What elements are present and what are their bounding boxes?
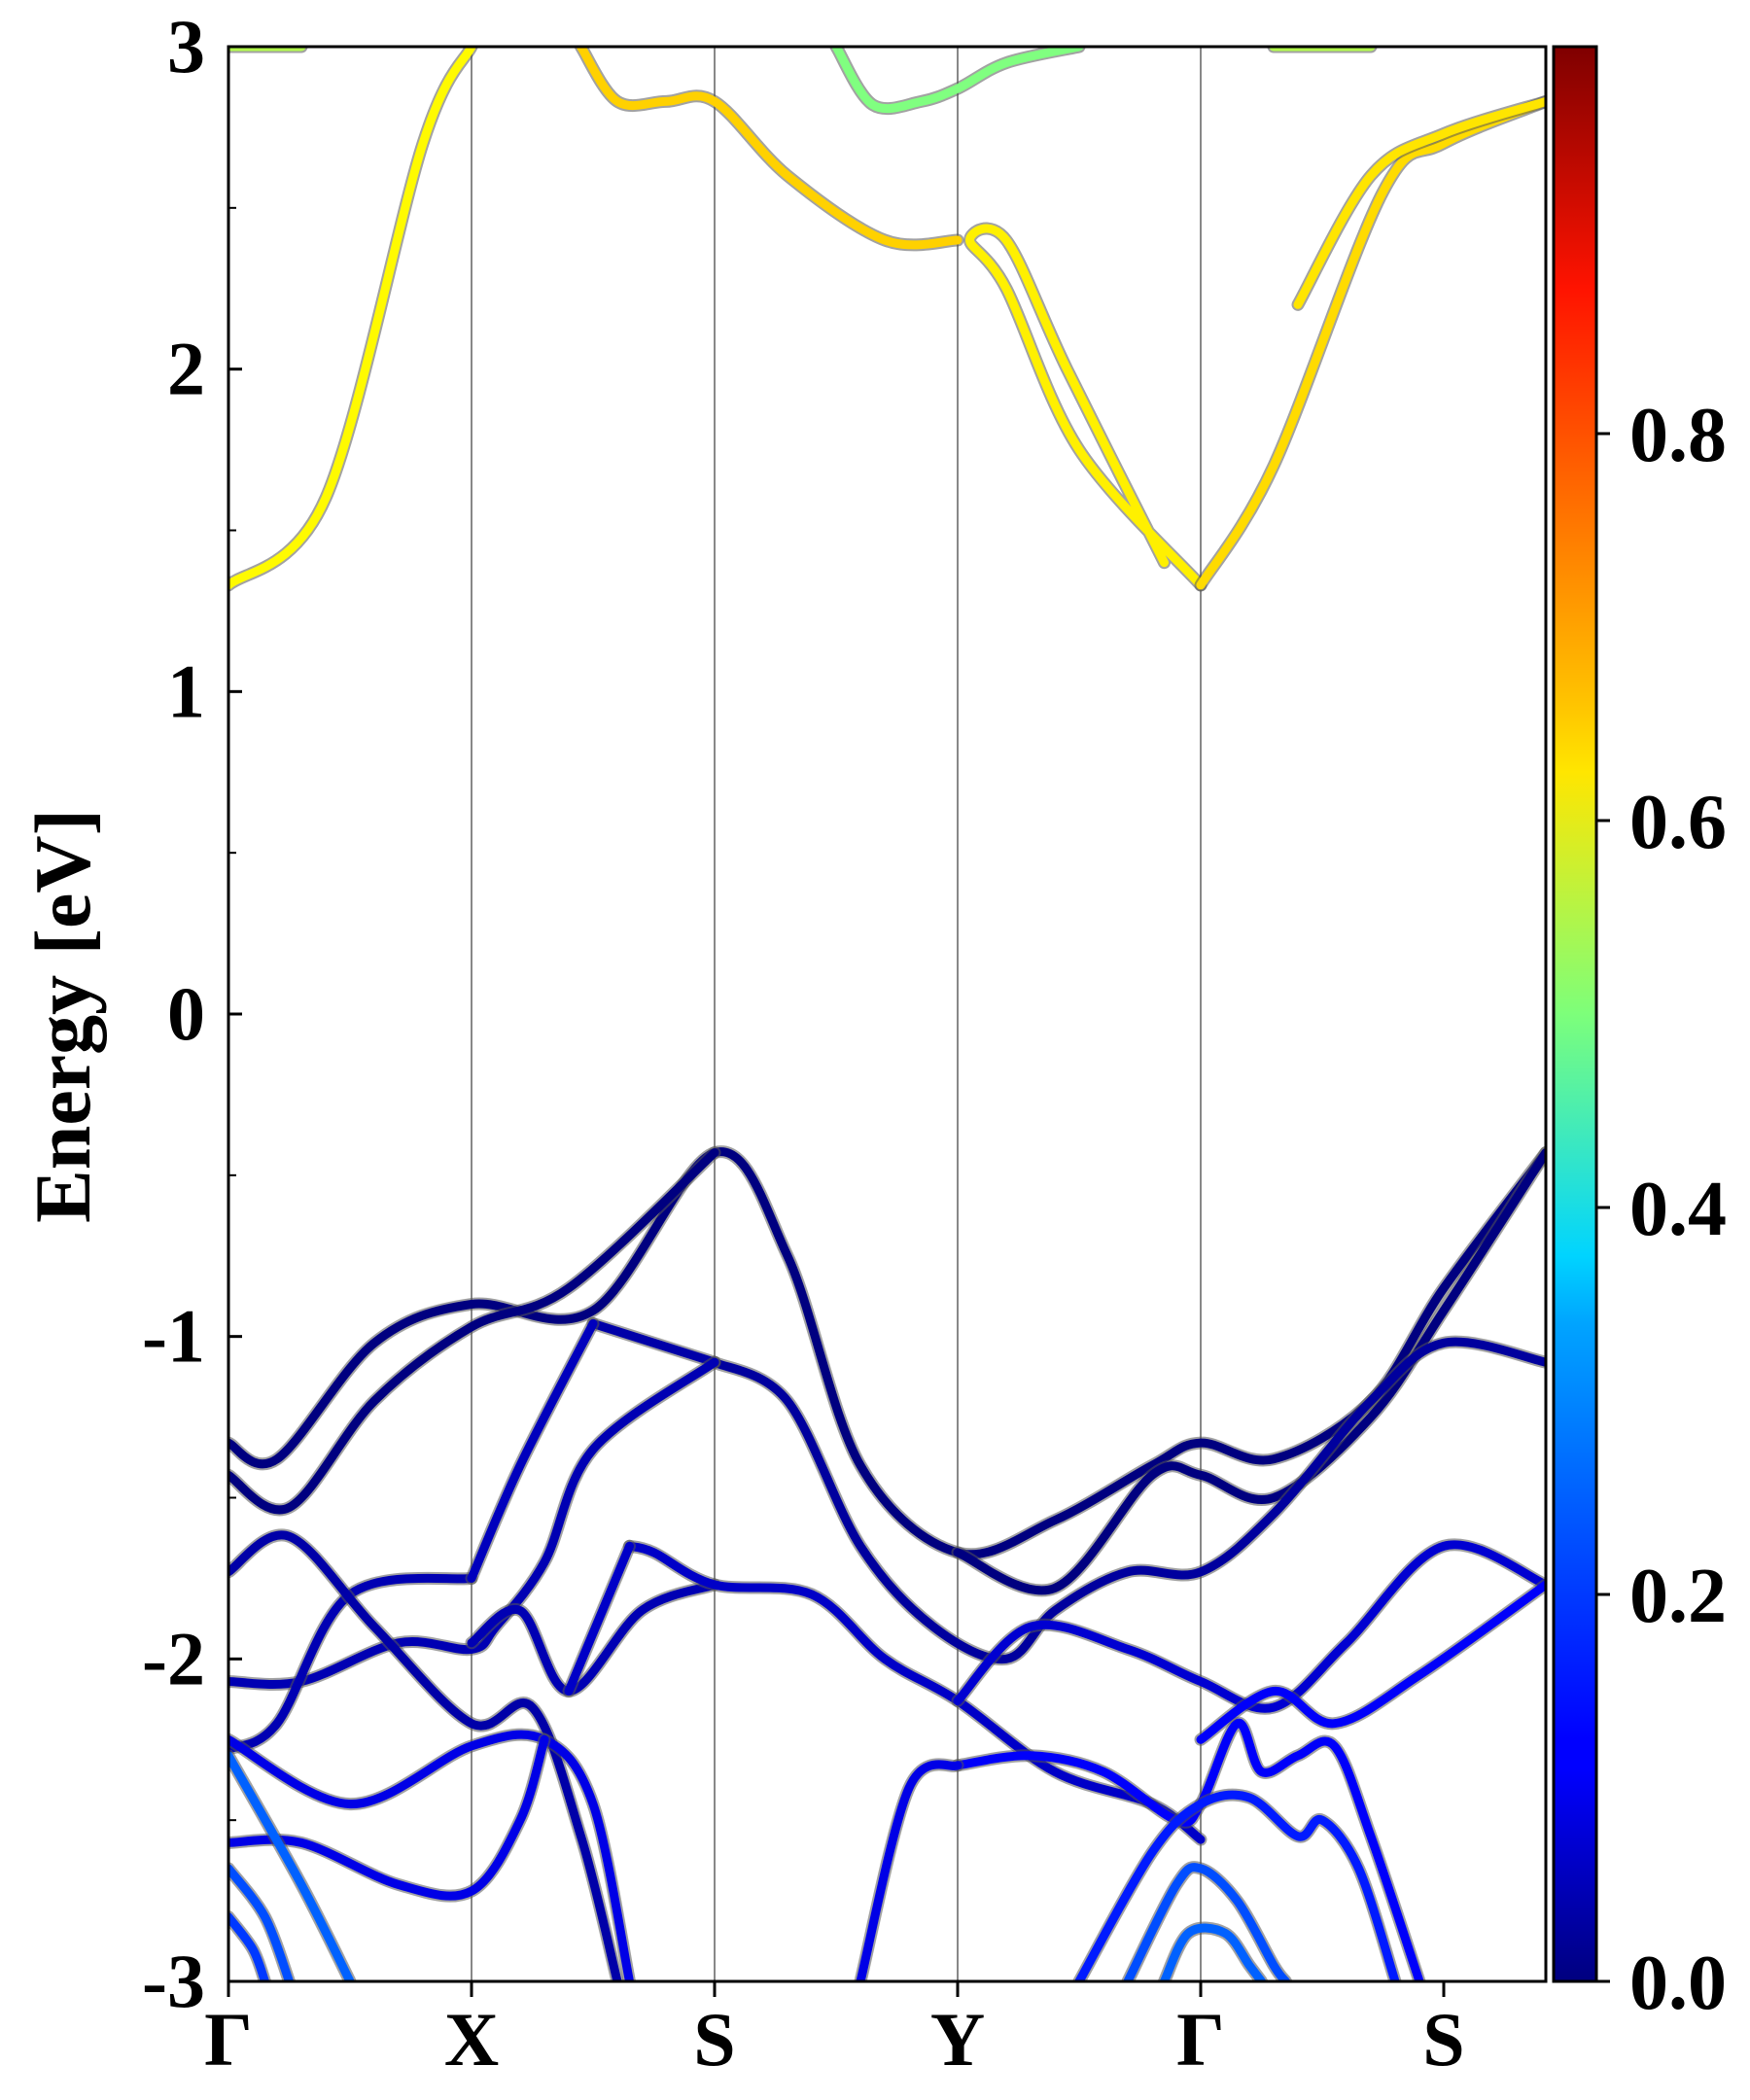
band-line-20 [953, 1540, 1546, 1713]
band-line-11 [710, 1337, 1546, 1664]
band-line-26 [1074, 1790, 1400, 1981]
band-outline [228, 47, 478, 592]
colorbar-tick-label: 0.6 [1629, 780, 1727, 865]
y-tick-label: -1 [142, 1294, 205, 1379]
x-tick-label: S [693, 1997, 735, 2082]
y-axis: -3 -2 -1 0 1 2 3 [142, 4, 242, 2023]
band-line-5 [831, 47, 1084, 114]
colorbar-tick-label: 0.0 [1629, 1941, 1727, 2026]
colorbar-ticks: 0.0 0.2 0.4 0.6 0.8 [1596, 393, 1727, 2026]
band-line-24 [1196, 1580, 1546, 1744]
band-line-30 [228, 1751, 355, 1981]
band-line-8 [228, 1147, 1546, 1559]
plot-area [227, 45, 1548, 1983]
y-tick-label: 2 [167, 327, 205, 411]
band-line-0 [228, 47, 476, 590]
x-tick-label: Γ [1176, 1997, 1225, 2082]
y-tick-label: -3 [142, 1939, 205, 2023]
band-outline [575, 47, 964, 252]
y-axis-title: Energy [eV] [18, 809, 107, 1223]
x-tick-label: Y [930, 1997, 985, 2082]
band-line-25 [856, 1760, 962, 1981]
y-tick-label: 0 [167, 971, 205, 1056]
colorbar: 0.0 0.2 0.4 0.6 0.8 [1552, 45, 1727, 2026]
band-line-28 [1160, 1923, 1266, 1981]
x-tick-label: X [444, 1997, 499, 2082]
band-outline [1291, 94, 1546, 311]
band-line-1 [965, 224, 1206, 590]
band-line-21 [228, 1730, 634, 1981]
y-tick-label: -2 [142, 1616, 205, 1700]
band-line-3 [1293, 96, 1546, 309]
band-line-14 [228, 1573, 476, 1754]
band-line-22 [228, 1734, 549, 1901]
band-line-2 [1196, 96, 1546, 590]
x-tick-label: Γ [204, 1997, 253, 2082]
colorbar-tick-label: 0.2 [1629, 1554, 1727, 1639]
x-tick-label: S [1422, 1997, 1464, 2082]
colorbar-tick-label: 0.8 [1629, 393, 1727, 478]
band-line-29 [228, 1864, 294, 1981]
colorbar-tick-label: 0.4 [1629, 1167, 1727, 1252]
band-line-27 [1123, 1863, 1290, 1981]
band-line-10 [953, 1148, 1546, 1595]
band-line-16 [228, 1530, 622, 1981]
band-outline [228, 1732, 551, 1903]
band-line-13 [228, 1357, 719, 1689]
band-line-9 [228, 1148, 719, 1515]
band-line-18 [625, 1541, 1206, 1844]
band-lines [228, 47, 1546, 1981]
y-tick-label: 1 [167, 648, 205, 733]
band-line-4 [577, 47, 962, 250]
band-line-15 [467, 1318, 598, 1583]
band-line-19 [564, 1541, 634, 1696]
band-line-23 [953, 1719, 1424, 1981]
high-symmetry-lines [471, 47, 1202, 1981]
y-tick-label: 3 [167, 4, 205, 88]
band-line-12 [588, 1318, 719, 1367]
band-line-31 [228, 1912, 269, 1981]
colorbar-gradient [1552, 45, 1598, 1983]
